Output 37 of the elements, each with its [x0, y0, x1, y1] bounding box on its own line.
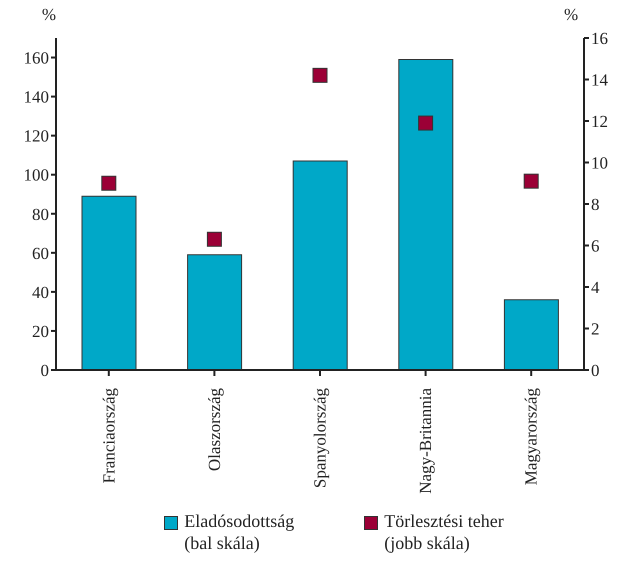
y-tick-label: 100	[24, 166, 49, 185]
x-tick-label: Spanyolország	[310, 388, 330, 488]
x-tick-label: Magyarország	[522, 388, 541, 486]
y-tick-label: 140	[24, 88, 49, 107]
y-tick-label: 120	[24, 126, 49, 146]
y2-tick-label: 12	[591, 112, 608, 132]
y2-tick-label: 10	[591, 154, 608, 173]
x-tick-label: Olaszország	[204, 388, 224, 472]
y2-tick-label: 0	[591, 361, 600, 380]
y-tick-label: 0	[40, 361, 49, 380]
y2-tick-label: 16	[591, 29, 608, 48]
y2-tick-label: 14	[591, 70, 608, 90]
y2-axis-title: %	[564, 5, 578, 24]
bar	[292, 160, 348, 370]
legend-label: Eladósodottság (bal skála)	[184, 510, 294, 554]
bar	[82, 196, 136, 370]
point	[206, 232, 222, 247]
point	[101, 176, 116, 191]
y-tick-label: 160	[24, 48, 49, 68]
bar	[504, 299, 559, 370]
point	[418, 116, 434, 131]
y-tick-label: 20	[32, 322, 49, 341]
x-tick-label: Franciaország	[99, 388, 118, 484]
point	[312, 68, 328, 83]
bar	[398, 58, 454, 370]
y2-tick-label: 4	[591, 278, 600, 298]
y-axis-title: %	[42, 5, 56, 24]
y2-tick-label: 6	[591, 236, 600, 256]
y-tick-label: 60	[32, 244, 49, 263]
point	[524, 174, 539, 189]
bar	[187, 254, 242, 370]
y-tick-label: 40	[32, 282, 49, 302]
y-tick-label: 80	[32, 204, 49, 224]
y2-tick-label: 8	[591, 195, 600, 214]
legend-label: Törlesztési teher (jobb skála)	[384, 510, 504, 554]
y2-tick-label: 2	[591, 320, 600, 339]
x-tick-label: Nagy-Britannia	[416, 388, 436, 494]
